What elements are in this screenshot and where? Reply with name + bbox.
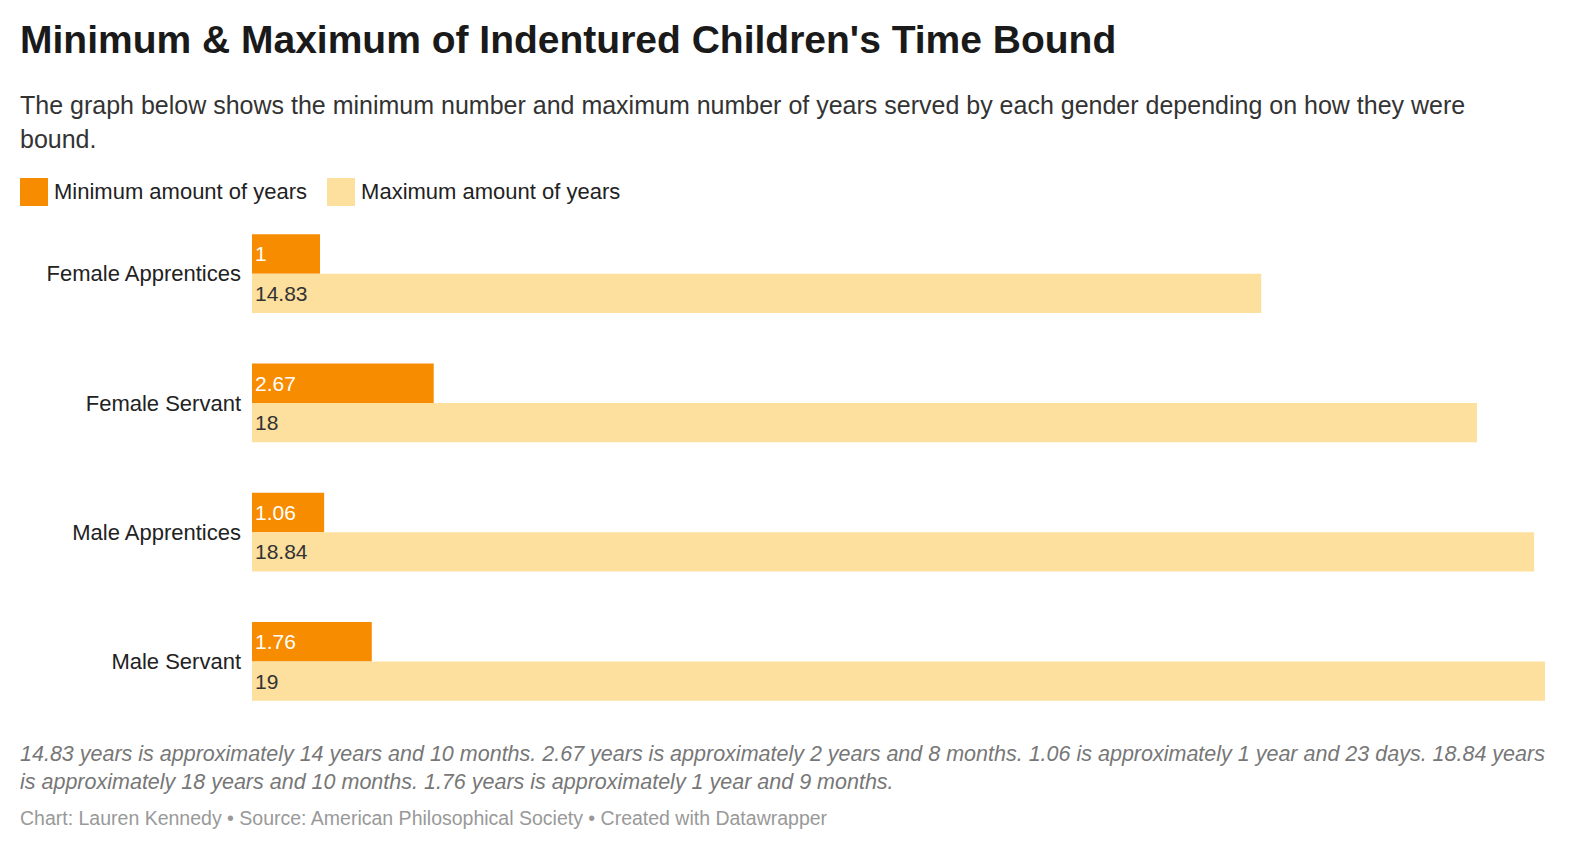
svg-text:1: 1 <box>255 242 267 265</box>
svg-text:Female Apprentices: Female Apprentices <box>47 261 241 286</box>
html-text:Minimum amount of years: Minimum amount of years <box>54 179 308 204</box>
svg-text:2.67: 2.67 <box>255 372 296 395</box>
svg-text:1.76: 1.76 <box>255 630 296 653</box>
html-text:14.83 years is approximately 1: 14.83 years is approximately 14 years an… <box>20 742 1545 794</box>
svg-text:18: 18 <box>255 411 278 434</box>
svg-text:1.06: 1.06 <box>255 501 296 524</box>
html-text:Minimum & Maximum of Indenture: Minimum & Maximum of Indentured Children… <box>20 18 1117 61</box>
html-text:The graph below shows the mini: The graph below shows the minimum number… <box>20 91 1466 153</box>
html-text:Maximum amount of years: Maximum amount of years <box>361 179 621 204</box>
svg-text:Female Servant: Female Servant <box>86 391 241 416</box>
svg-text:Male Apprentices: Male Apprentices <box>72 520 241 545</box>
html-text:Chart: Lauren Kennedy • Source: Chart: Lauren Kennedy • Source: American… <box>20 807 828 829</box>
svg-text:14.83: 14.83 <box>255 282 308 305</box>
svg-text:18.84: 18.84 <box>255 540 308 563</box>
svg-text:19: 19 <box>255 670 278 693</box>
svg-text:Male Servant: Male Servant <box>111 649 241 674</box>
